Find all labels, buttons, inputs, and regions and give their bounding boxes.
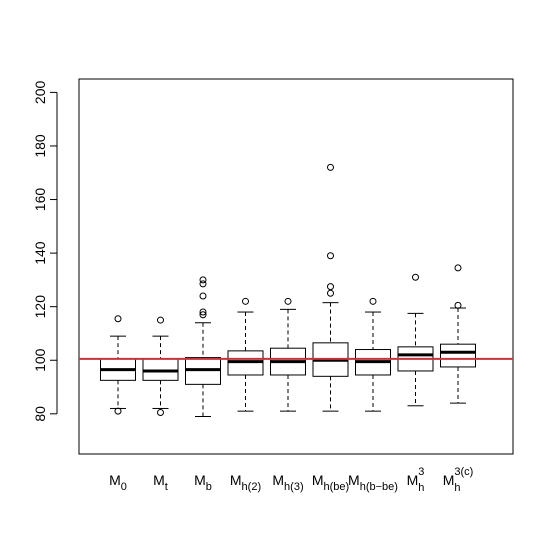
x-tick-label: M3(c) <box>443 466 474 488</box>
x-label-main: M <box>348 472 360 488</box>
y-tick-label: 180 <box>32 134 48 158</box>
outlier-point <box>114 407 122 415</box>
outlier-point <box>454 301 462 309</box>
x-label-sub: h(2) <box>242 481 262 493</box>
outlier-point <box>157 316 164 324</box>
x-label-main: M <box>443 472 455 488</box>
outlier-point <box>199 292 207 300</box>
x-label-sup: 3(c) <box>454 466 473 478</box>
outlier-point <box>284 297 292 305</box>
outlier-point <box>327 283 334 291</box>
x-tick-label: Mh(be) <box>312 472 349 493</box>
x-tick-label: Mt <box>153 472 168 493</box>
box-1 <box>142 316 179 416</box>
x-label-main: M <box>230 472 242 488</box>
box-2 <box>185 276 221 417</box>
x-label-main: M <box>312 472 324 488</box>
box-4 <box>270 297 306 412</box>
outlier-point <box>327 163 334 171</box>
x-label-sub: h <box>454 482 460 494</box>
box-5 <box>312 163 349 412</box>
box-0 <box>100 315 136 415</box>
box-7 <box>397 273 434 407</box>
box-3 <box>227 297 264 412</box>
x-label-main: M <box>153 472 165 488</box>
outlier-point <box>157 408 164 416</box>
x-label-sup: 3 <box>418 466 424 478</box>
box-6 <box>355 297 391 412</box>
plot-frame <box>78 78 514 455</box>
outlier-point <box>114 315 122 323</box>
box-group <box>100 163 476 417</box>
outlier-point <box>369 297 377 305</box>
outlier-point <box>242 297 249 305</box>
x-label-sub: 0 <box>121 481 127 493</box>
y-tick-label: 140 <box>32 241 48 265</box>
x-tick-label: Mb <box>194 472 212 493</box>
x-label-main: M <box>109 472 121 488</box>
box-iqr <box>440 343 476 368</box>
x-label-sub: t <box>165 481 168 493</box>
outlier-point <box>199 276 207 284</box>
outlier-point <box>454 264 462 272</box>
y-tick-label: 200 <box>32 81 48 105</box>
outlier-point <box>199 280 207 288</box>
x-axis-labels: M0 Mt Mb Mh(2) Mh(3) Mh(be)Mh(b−be) M3h M3(c)h <box>109 466 473 494</box>
x-label-sub: b <box>206 481 212 493</box>
x-label-sub: h(3) <box>284 481 304 493</box>
x-label-main: M <box>407 472 419 488</box>
box-8 <box>440 264 476 404</box>
outlier-point <box>327 289 334 297</box>
x-label-main: M <box>194 472 206 488</box>
outlier-point <box>412 273 419 281</box>
x-label-sub: h(b−be) <box>360 481 398 493</box>
x-label-sub: h <box>418 482 424 494</box>
y-axis: 80 100 120 140 160 180 200 <box>32 81 58 422</box>
y-tick-label: 80 <box>32 406 48 422</box>
outlier-point <box>199 308 207 316</box>
outlier-point <box>199 311 207 319</box>
outlier-point <box>327 252 334 260</box>
y-tick-label: 120 <box>32 295 48 319</box>
x-tick-label: Mh(b−be) <box>348 472 398 493</box>
y-tick-label: 160 <box>32 188 48 212</box>
x-tick-label: Mh(3) <box>272 472 303 493</box>
x-label-sub: h(be) <box>323 481 349 493</box>
x-label-main: M <box>272 472 284 488</box>
y-tick-label: 100 <box>32 348 48 372</box>
x-tick-label: M3 <box>407 466 425 488</box>
x-tick-label: Mh(2) <box>230 472 261 493</box>
x-tick-label: M0 <box>109 472 127 493</box>
